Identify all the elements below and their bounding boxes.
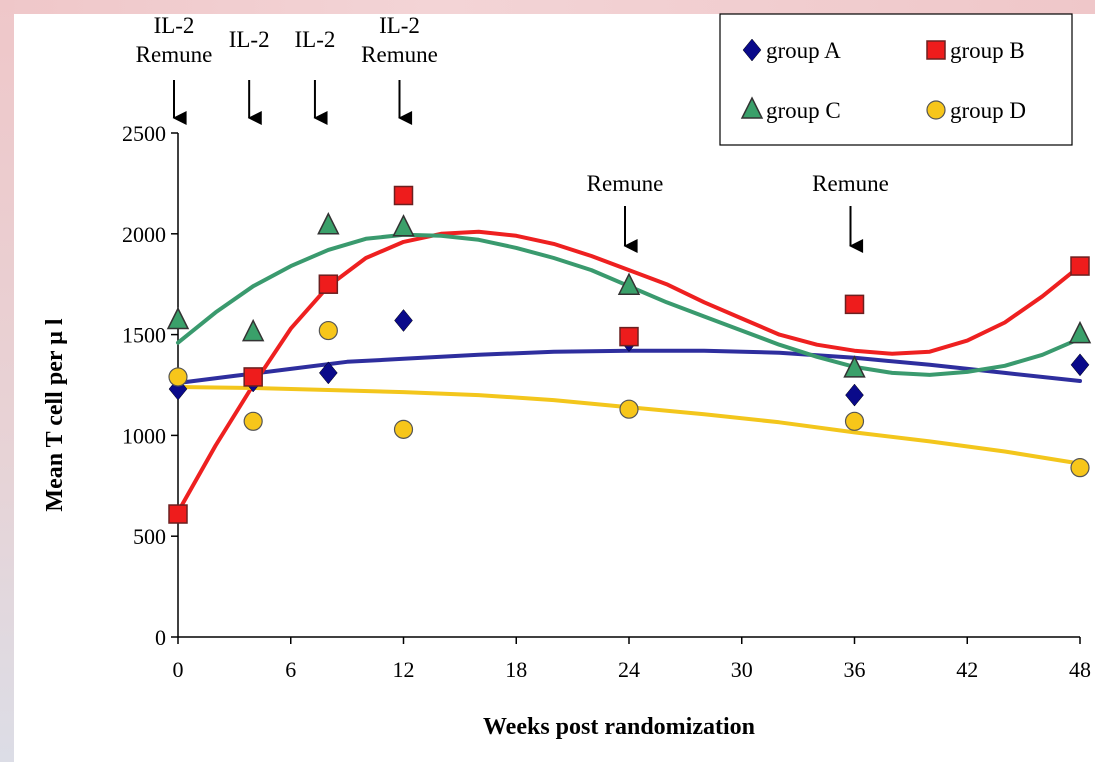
- legend-label: group A: [766, 38, 841, 63]
- x-tick-label: 30: [731, 657, 753, 682]
- legend-label: group C: [766, 98, 841, 123]
- data-point-group-b: [318, 274, 339, 294]
- data-point-group-d: [393, 419, 414, 439]
- annotation-label: Remune: [136, 42, 213, 67]
- y-axis-title: Mean T cell per µ l: [42, 318, 68, 511]
- data-points: [166, 185, 1092, 524]
- annotation-label: IL-2: [379, 13, 420, 38]
- data-point-group-b: [844, 294, 865, 315]
- legend-box: [719, 13, 1073, 146]
- y-tick-label: 500: [133, 524, 166, 549]
- data-point-group-d: [619, 399, 639, 419]
- x-tick-label: 48: [1069, 657, 1091, 682]
- y-tick-label: 2000: [122, 222, 166, 247]
- data-point-group-d: [318, 320, 338, 341]
- annotation-label: IL-2: [154, 13, 195, 38]
- y-tick-label: 1500: [122, 323, 166, 348]
- x-axis-title: Weeks post randomization: [483, 714, 755, 740]
- legend-label: group B: [950, 38, 1025, 63]
- legend-label: group D: [950, 98, 1026, 123]
- data-point-group-d: [168, 367, 188, 387]
- x-tick-label: 6: [285, 657, 296, 682]
- data-point-group-b: [393, 185, 414, 206]
- decorative-left-band: [0, 0, 14, 762]
- annotation-label: Remune: [587, 171, 664, 196]
- x-tick-label: 0: [173, 657, 184, 682]
- annotation-label: IL-2: [295, 27, 336, 52]
- y-tick-label: 0: [155, 625, 166, 650]
- decorative-top-band: [0, 0, 1095, 14]
- data-point-group-a: [845, 383, 864, 407]
- treatment-annotations: IL-2 Remune IL-2 IL-2 IL-2 Remune Remune Remune: [136, 13, 889, 253]
- data-point-group-a: [394, 309, 413, 332]
- data-point-group-d: [1070, 458, 1090, 478]
- legend-marker: [926, 100, 946, 120]
- data-point-group-b: [1070, 256, 1090, 276]
- x-tick-label: 42: [956, 657, 978, 682]
- legend-marker: [926, 40, 946, 60]
- trend-line-group-a: [176, 348, 1082, 385]
- trend-line-group-d: [176, 385, 1082, 466]
- data-point-group-c: [241, 318, 265, 342]
- data-point-group-b: [243, 367, 263, 387]
- x-tick-label: 36: [844, 657, 866, 682]
- x-tick-label: 24: [618, 657, 640, 682]
- data-point-group-c: [166, 306, 190, 330]
- data-point-group-a: [1070, 353, 1090, 377]
- y-tick-label: 1000: [122, 423, 166, 448]
- annotation-label: Remune: [361, 42, 438, 67]
- data-point-group-a: [319, 361, 338, 385]
- legend-marker: [740, 96, 764, 119]
- x-tick-label: 12: [393, 657, 415, 682]
- data-point-group-b: [619, 326, 639, 347]
- axes: 0 500 1000 1500 2000 2500 0 6 12 18 24 30 36 42 48 Week…: [42, 121, 1091, 740]
- data-point-group-c: [617, 272, 641, 295]
- legend-marker: [742, 38, 762, 62]
- annotation-label: Remune: [812, 171, 889, 196]
- data-point-group-c: [843, 355, 866, 378]
- data-point-group-d: [844, 411, 865, 431]
- y-tick-label: 2500: [122, 121, 166, 146]
- data-point-group-d: [243, 411, 263, 431]
- data-point-group-c: [317, 212, 340, 235]
- legend: group A group B group C group D: [719, 13, 1073, 146]
- x-tick-label: 18: [505, 657, 527, 682]
- annotation-label: IL-2: [229, 27, 270, 52]
- data-point-group-c: [392, 214, 415, 237]
- data-point-group-c: [1068, 320, 1092, 344]
- data-point-group-b: [168, 504, 188, 524]
